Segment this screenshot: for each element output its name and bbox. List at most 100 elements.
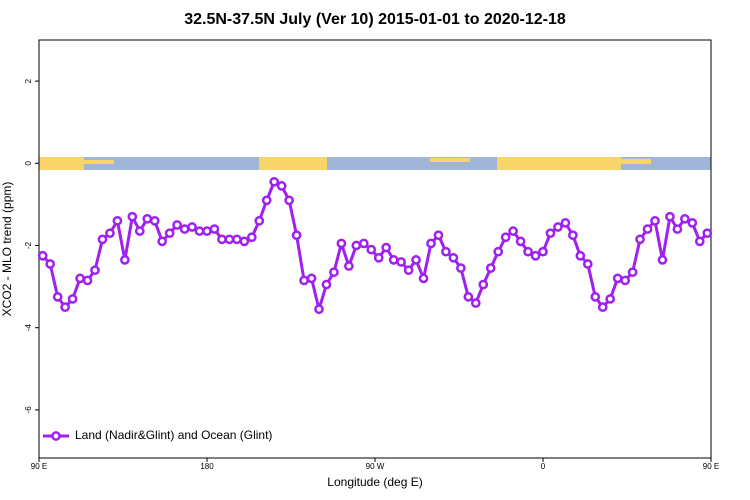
x-tick-label: 90 E	[703, 462, 719, 471]
point	[344, 261, 354, 271]
series-line	[41, 179, 709, 315]
point	[142, 213, 153, 224]
x-axis-label: Longitude (deg E)	[327, 475, 422, 489]
legend-label: Land (Nadir&Glint) and Ocean (Glint)	[75, 428, 272, 442]
y-tick-label: -2	[24, 241, 33, 249]
point	[680, 213, 690, 224]
point	[351, 240, 362, 251]
point	[694, 236, 705, 247]
point	[112, 215, 123, 226]
point	[650, 215, 660, 226]
point	[642, 224, 653, 234]
point	[448, 252, 459, 263]
point	[665, 211, 675, 222]
point	[209, 224, 220, 234]
point	[515, 236, 526, 247]
point	[291, 230, 302, 241]
point	[575, 250, 586, 261]
point	[261, 195, 272, 206]
point	[590, 292, 601, 302]
point	[82, 275, 93, 286]
point	[441, 246, 451, 257]
point	[545, 228, 556, 239]
point	[299, 275, 309, 286]
x-tick-label: 90 W	[366, 462, 385, 471]
point	[612, 273, 623, 284]
point	[97, 234, 108, 245]
point	[232, 234, 242, 245]
point	[329, 267, 339, 278]
y-tick-label: 2	[24, 78, 33, 83]
y-axis-label: XCO2 - MLO trend (ppm)	[0, 182, 14, 317]
point	[568, 230, 578, 241]
point	[37, 250, 48, 261]
x-tick-label: 0	[541, 462, 546, 471]
point	[45, 259, 56, 269]
point	[60, 302, 70, 313]
point	[388, 255, 399, 265]
point	[538, 246, 548, 257]
point	[254, 215, 265, 226]
point	[426, 238, 436, 249]
point	[553, 222, 563, 232]
point	[627, 267, 638, 278]
point	[75, 273, 85, 284]
legend-marker	[51, 431, 61, 441]
point	[120, 255, 130, 265]
point	[194, 226, 205, 236]
y-tick-label: -4	[24, 324, 33, 332]
point	[187, 222, 197, 232]
point	[396, 257, 406, 267]
point	[127, 211, 138, 222]
point	[179, 224, 190, 234]
point	[478, 279, 489, 290]
point	[493, 246, 504, 257]
point	[463, 292, 474, 302]
point	[134, 226, 145, 236]
point	[702, 228, 713, 239]
point	[657, 255, 668, 265]
point	[508, 226, 518, 236]
point	[67, 294, 78, 304]
point	[269, 176, 280, 187]
point	[672, 224, 683, 234]
point	[306, 273, 317, 284]
point	[164, 228, 175, 239]
point	[433, 230, 444, 241]
x-tick-label: 180	[200, 462, 214, 471]
point	[500, 232, 511, 243]
point	[411, 255, 421, 265]
y-tick-label: 0	[24, 161, 33, 166]
point	[485, 263, 496, 273]
chart-title: 32.5N-37.5N July (Ver 10) 2015-01-01 to …	[184, 11, 566, 28]
point	[605, 294, 616, 304]
point	[530, 250, 541, 261]
point	[620, 275, 630, 286]
point	[582, 259, 593, 269]
land-ocean-strip	[39, 157, 711, 170]
point	[687, 218, 698, 228]
point	[149, 215, 160, 226]
point	[560, 218, 571, 228]
point	[157, 236, 168, 247]
point	[224, 234, 235, 245]
x-tick-label: 90 E	[31, 462, 47, 471]
point	[366, 244, 377, 255]
point	[52, 292, 63, 302]
point	[217, 234, 227, 245]
point	[358, 238, 369, 249]
point	[172, 220, 182, 230]
point	[470, 298, 481, 308]
point	[336, 238, 347, 249]
point	[381, 242, 392, 253]
point	[276, 181, 287, 191]
point	[202, 226, 212, 236]
point	[635, 234, 645, 245]
point	[597, 302, 608, 313]
point	[90, 265, 100, 276]
point	[239, 236, 250, 247]
point	[403, 265, 414, 276]
point	[523, 246, 533, 257]
point	[321, 279, 332, 290]
